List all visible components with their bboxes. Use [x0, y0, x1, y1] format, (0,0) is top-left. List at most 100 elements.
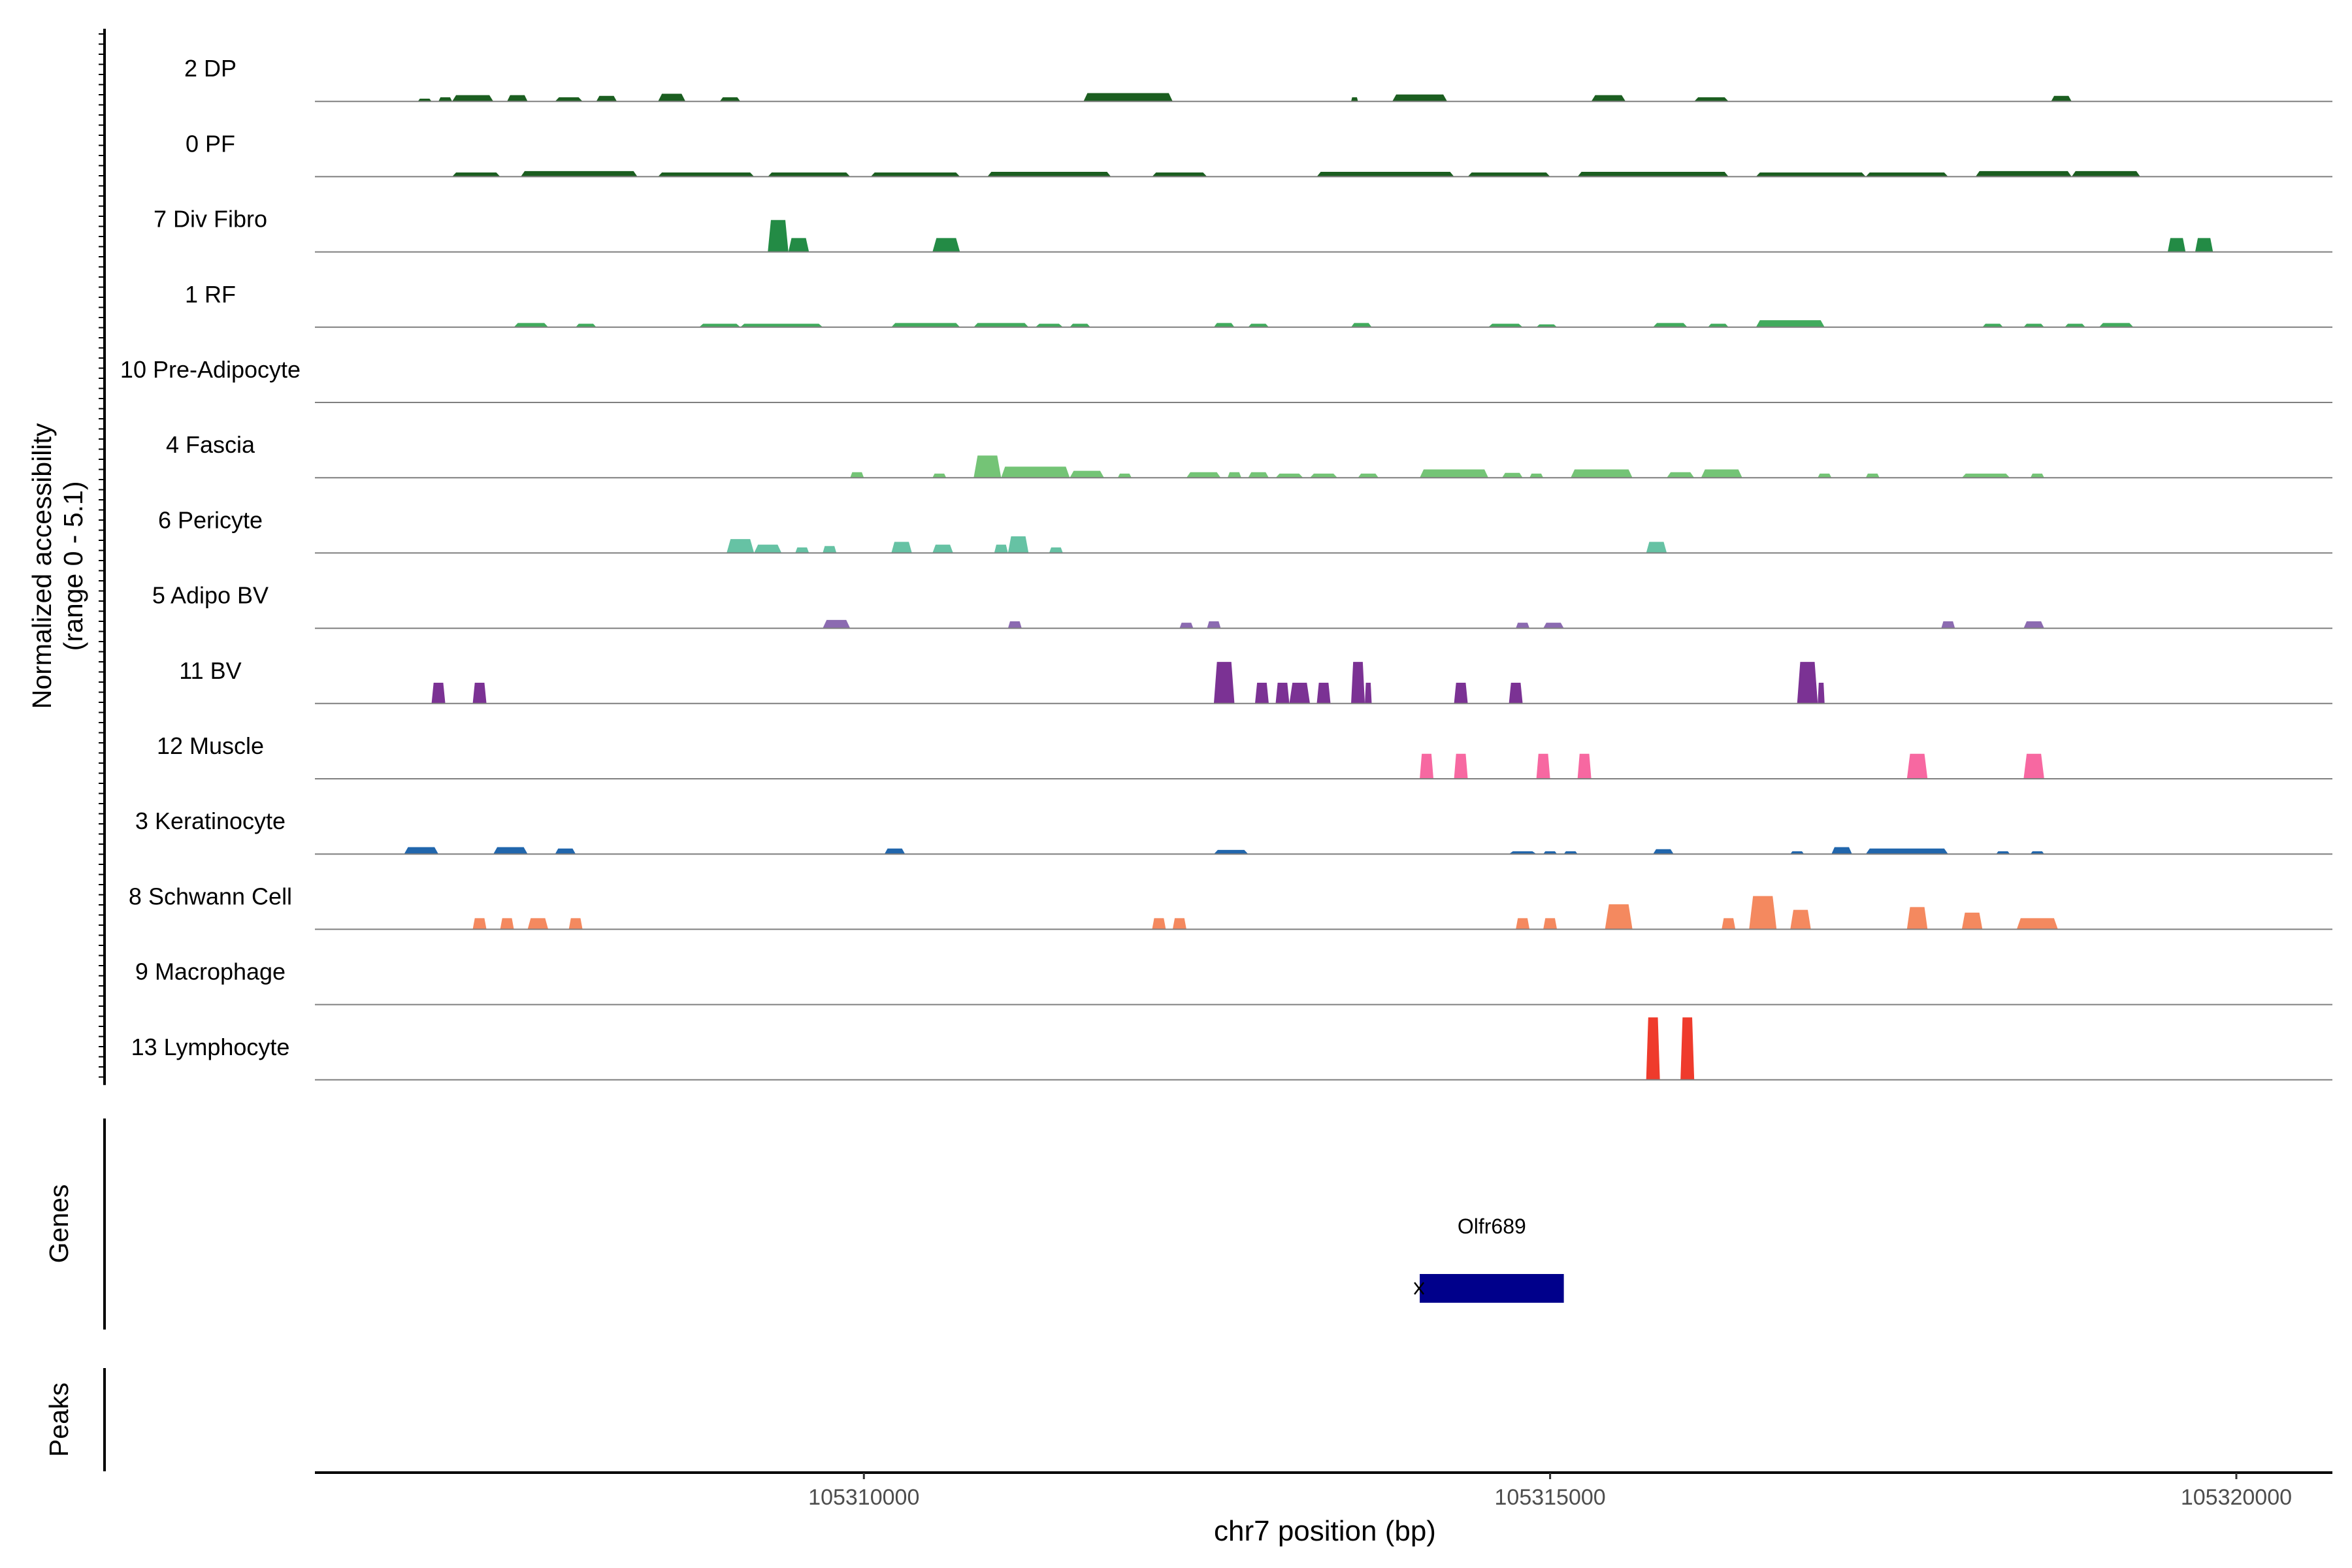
coverage-peak [1275, 682, 1290, 704]
coverage-peak [472, 682, 487, 704]
coverage-peak [891, 542, 912, 553]
coverage-peak [2030, 473, 2044, 478]
coverage-peak [1488, 323, 1523, 327]
coverage-peak [1420, 469, 1489, 478]
track: 1 RF [185, 281, 2332, 328]
coverage-peak [1831, 847, 1852, 855]
coverage-peak [932, 238, 960, 252]
coverage-peak [1035, 323, 1063, 327]
coverage-peak [507, 95, 528, 102]
gene-body [1420, 1274, 1564, 1303]
coverage-peak [1756, 172, 1866, 177]
coverage-peak [1358, 473, 1379, 478]
coverage-peak [514, 323, 549, 327]
y-axis [99, 29, 106, 1085]
coverage-peak [1680, 1017, 1695, 1080]
track-label: 3 Keratinocyte [135, 808, 286, 834]
coverage-peak [1543, 918, 1558, 930]
coverage-peak [1172, 918, 1186, 930]
coverage-peak [2023, 621, 2044, 629]
coverage-peak [1653, 323, 1688, 327]
coverage-peak [1070, 470, 1104, 478]
coverage-peak [1516, 623, 1530, 629]
coverage-peak [1186, 472, 1221, 478]
x-tick-label: 105310000 [808, 1485, 919, 1510]
track-label: 4 Fascia [166, 431, 255, 458]
coverage-peak [1001, 466, 1070, 478]
coverage-peak [493, 847, 528, 855]
track-label: 0 PF [186, 130, 235, 157]
track-label: 8 Schwann Cell [129, 883, 292, 909]
coverage-peak [1351, 97, 1358, 102]
x-tick-label: 105320000 [2181, 1485, 2292, 1510]
coverage-peak [1818, 473, 1832, 478]
coverage-peak [1591, 95, 1626, 102]
coverage-peak [1516, 918, 1530, 930]
coverage-peak [658, 93, 686, 102]
coverage-peak [1248, 472, 1269, 478]
track: 5 Adipo BV [152, 582, 2332, 629]
coverage-peak [658, 172, 755, 177]
coverage-peak [884, 848, 906, 855]
coverage-peak [994, 544, 1008, 553]
coverage-peak [452, 172, 500, 177]
coverage-peak [987, 171, 1111, 177]
coverage-peak [1316, 171, 1454, 177]
coverage-peak [1289, 682, 1310, 704]
coverage-peak [2071, 171, 2140, 177]
coverage-peak [1351, 323, 1372, 327]
coverage-peak [521, 171, 638, 177]
coverage-peak [1756, 320, 1825, 327]
track: 4 Fascia [166, 431, 2332, 479]
coverage-peak [1392, 94, 1448, 102]
coverage-peak [1961, 912, 1983, 930]
coverage-peak [472, 918, 487, 930]
coverage-peak [1975, 171, 2072, 177]
coverage-peak [1179, 623, 1194, 629]
x-axis: 105310000 105315000 105320000 [315, 1471, 2332, 1510]
track: 6 Pericyte [158, 506, 2332, 554]
track: 0 PF [186, 130, 2332, 178]
coverage-peak [754, 544, 782, 553]
coverage-peak [1529, 473, 1544, 478]
coverage-peak [2065, 323, 2085, 327]
coverage-peak [1152, 918, 1166, 930]
coverage-peak [555, 97, 583, 102]
coverage-peak [1749, 896, 1777, 930]
track-label: 11 BV [179, 657, 241, 684]
coverage-peak [768, 220, 789, 252]
coverage-peak [2167, 238, 2186, 252]
coverage-peak [1070, 323, 1090, 327]
coverage-peak [1007, 536, 1029, 553]
track-label: 1 RF [185, 281, 236, 308]
coverage-peak [1467, 172, 1550, 177]
track: 9 Macrophage [135, 958, 2332, 1005]
coverage-peak [1454, 682, 1468, 704]
strand-arrow-icon [1414, 1282, 1425, 1295]
coverage-peak [1227, 472, 1241, 478]
coverage-peak [452, 95, 494, 102]
coverage-peak [1454, 753, 1468, 779]
coverage-peak [2030, 851, 2044, 855]
track: 2 DP [184, 55, 2332, 103]
coverage-peak [740, 323, 823, 327]
coverage-peak [1117, 473, 1132, 478]
coverage-peak [438, 97, 453, 102]
coverage-peak [2023, 753, 2044, 779]
coverage-peak [1982, 323, 2003, 327]
coverage-peak [891, 323, 960, 327]
track-label: 9 Macrophage [135, 958, 286, 985]
coverage-peak [2195, 238, 2213, 252]
coverage-peak [1790, 851, 1805, 855]
coverage-peak [1708, 323, 1729, 327]
coverage-peak [870, 172, 960, 177]
coverage-peak [568, 918, 583, 930]
coverage-peak [1502, 472, 1523, 478]
coverage-peak [1571, 469, 1633, 478]
coverage-peak [1351, 662, 1365, 704]
coverage-peak [1213, 662, 1235, 704]
coverage-peak [2051, 95, 2072, 102]
coverage-peak [1509, 851, 1537, 855]
coverage-peak [1536, 324, 1558, 327]
